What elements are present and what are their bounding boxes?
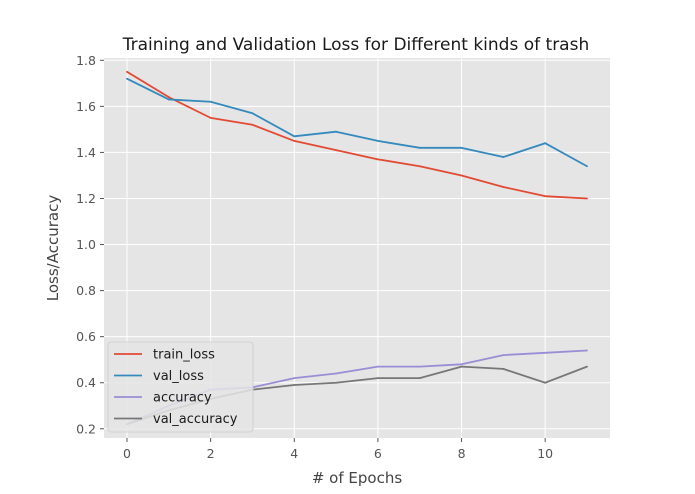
- val-loss-point: [209, 100, 212, 103]
- y-tick-label: 0.2: [76, 421, 96, 436]
- train-loss-line: [126, 71, 588, 200]
- train-loss-point: [209, 116, 212, 119]
- x-tick-label: 4: [290, 446, 298, 461]
- val-loss-point: [460, 146, 463, 149]
- val-loss-point: [335, 130, 337, 133]
- val-loss-point: [544, 142, 547, 145]
- x-tick-label: 8: [458, 446, 466, 461]
- train-loss-point: [293, 140, 296, 142]
- x-tick-label: 10: [537, 446, 553, 461]
- train-loss-point: [377, 158, 379, 161]
- x-tick-label: 0: [123, 446, 131, 461]
- tick-labels: 0 2 4 6 8 10 0.2 0.4 0.6 0.8 1.0 1.2 1.4 1.6 1.8: [76, 53, 553, 461]
- x-tick-label: 6: [374, 446, 382, 461]
- chart-title: Training and Validation Loss for Differe…: [122, 35, 589, 55]
- y-axis-label: Loss/Accuracy: [44, 195, 62, 302]
- y-tick-label: 1.8: [76, 53, 96, 68]
- val-loss-point: [502, 156, 505, 158]
- val-accuracy-point: [418, 377, 421, 380]
- val-loss-point: [377, 140, 379, 142]
- x-tick-label: 2: [207, 446, 215, 461]
- legend-label: accuracy: [153, 391, 212, 406]
- train-loss-point: [335, 149, 337, 152]
- accuracy-point: [502, 354, 505, 356]
- train-loss-point: [586, 197, 588, 200]
- accuracy-point: [544, 351, 547, 354]
- val-accuracy-point: [586, 365, 588, 368]
- legend-label: val_accuracy: [153, 412, 238, 427]
- accuracy-point: [293, 377, 296, 380]
- val-loss-point: [293, 135, 296, 138]
- accuracy-point: [460, 363, 463, 366]
- val-loss-point: [167, 98, 170, 101]
- train-loss-point: [251, 123, 254, 126]
- train-loss-point: [418, 165, 421, 168]
- accuracy-point: [335, 372, 337, 375]
- val-loss-point: [586, 165, 588, 168]
- x-axis-label: # of Epochs: [312, 469, 402, 487]
- y-tick-label: 0.8: [76, 283, 96, 298]
- val-accuracy-point: [544, 381, 547, 384]
- y-tick-label: 1.2: [76, 191, 96, 206]
- val-loss-point: [418, 146, 421, 149]
- legend: train_loss val_loss accuracy val_accuracy: [107, 341, 254, 433]
- legend-label: val_loss: [153, 369, 204, 384]
- val-accuracy-point: [502, 368, 505, 370]
- train-loss-point: [502, 186, 505, 188]
- train-loss-point: [544, 195, 547, 198]
- train-loss-point: [460, 174, 463, 177]
- val-accuracy-point: [377, 377, 379, 380]
- val-accuracy-point: [335, 381, 337, 384]
- y-tick-label: 0.4: [76, 375, 96, 390]
- accuracy-point: [377, 365, 379, 368]
- train-loss-point: [126, 70, 128, 73]
- y-tick-label: 1.6: [76, 99, 96, 114]
- accuracy-point: [586, 349, 588, 352]
- legend-label: train_loss: [153, 348, 215, 363]
- val-loss-point: [251, 112, 254, 115]
- accuracy-point: [418, 365, 421, 368]
- legend-box: [107, 341, 254, 433]
- val-accuracy-point: [460, 365, 463, 368]
- val-accuracy-point: [293, 384, 296, 386]
- y-tick-label: 1.4: [76, 145, 96, 160]
- y-tick-label: 1.0: [76, 237, 96, 252]
- val-loss-line: [126, 77, 588, 168]
- val-loss-point: [126, 77, 128, 80]
- y-tick-label: 0.6: [76, 329, 96, 344]
- train-loss-point: [167, 96, 170, 99]
